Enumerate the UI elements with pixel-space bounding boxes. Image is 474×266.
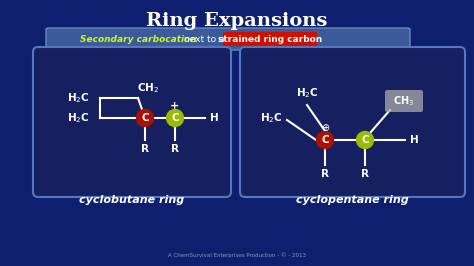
Text: H: H [410, 135, 419, 145]
Circle shape [137, 110, 154, 127]
Text: H$_2$C: H$_2$C [296, 86, 319, 100]
Text: H$_2$C: H$_2$C [260, 111, 283, 125]
Circle shape [356, 131, 374, 148]
Text: R: R [171, 144, 179, 154]
Text: next to a: next to a [181, 35, 227, 44]
FancyBboxPatch shape [385, 90, 423, 112]
FancyBboxPatch shape [240, 47, 465, 197]
Text: cyclopentane ring: cyclopentane ring [296, 195, 409, 205]
FancyBboxPatch shape [46, 28, 410, 50]
Text: cyclobutane ring: cyclobutane ring [79, 195, 185, 205]
Text: +: + [170, 101, 180, 111]
Circle shape [317, 131, 334, 148]
FancyBboxPatch shape [33, 47, 231, 197]
Text: R: R [321, 169, 329, 179]
Text: CH$_2$: CH$_2$ [137, 81, 159, 95]
Text: H$_2$C: H$_2$C [67, 111, 90, 125]
Circle shape [166, 110, 183, 127]
Text: C: C [321, 135, 329, 145]
Text: CH$_3$: CH$_3$ [393, 94, 415, 108]
Text: R: R [141, 144, 149, 154]
FancyBboxPatch shape [223, 32, 317, 46]
Text: Ring Expansions: Ring Expansions [146, 12, 328, 30]
Text: C: C [141, 113, 149, 123]
Text: C: C [361, 135, 369, 145]
Text: ⊕: ⊕ [321, 123, 329, 133]
Text: Secondary carbocation: Secondary carbocation [80, 35, 196, 44]
Text: H$_2$C: H$_2$C [67, 91, 90, 105]
Text: A ChemSurvival Enterprises Production - © - 2013: A ChemSurvival Enterprises Production - … [168, 252, 306, 258]
Text: H: H [210, 113, 219, 123]
Text: R: R [361, 169, 369, 179]
Text: strained ring carbon: strained ring carbon [218, 35, 322, 44]
Text: C: C [171, 113, 179, 123]
